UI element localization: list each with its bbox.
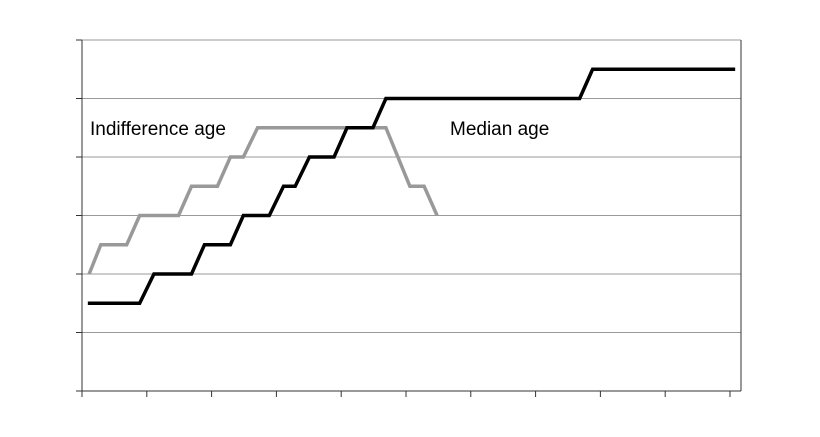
series-line [87,126,439,275]
series-label: Median age [450,119,549,140]
series-label: Indifference age [90,119,226,140]
series-line [87,67,736,305]
